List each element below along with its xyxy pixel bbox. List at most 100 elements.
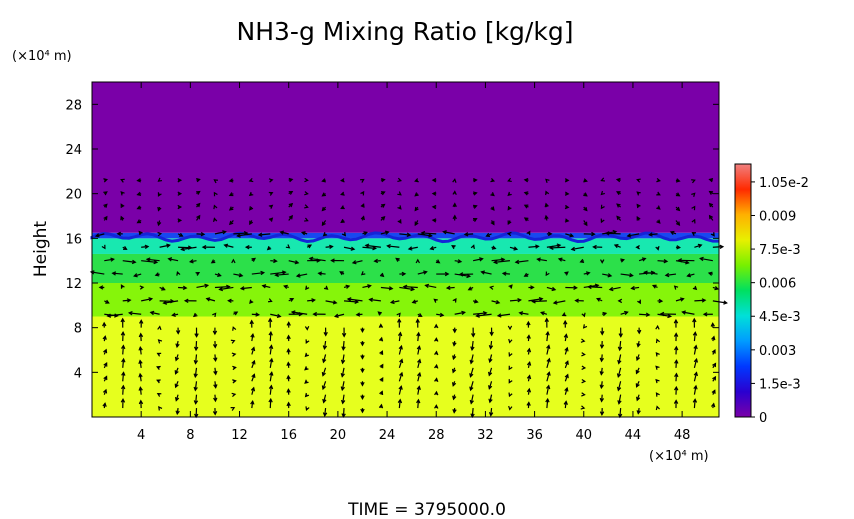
wind-vector-head-593 bbox=[691, 179, 696, 184]
wind-vector-head-589 bbox=[691, 231, 697, 237]
wind-vector-head-45 bbox=[139, 285, 145, 290]
wind-vector-head-500 bbox=[600, 218, 605, 224]
wind-vector-head-568 bbox=[664, 272, 670, 278]
wind-vector-head-164 bbox=[269, 371, 274, 376]
wind-vector-head-218 bbox=[321, 385, 326, 391]
wind-vector-head-71 bbox=[157, 177, 163, 182]
wind-vector-head-73 bbox=[174, 396, 180, 402]
wind-vector-head-17 bbox=[103, 178, 109, 183]
wind-vector-head-334 bbox=[444, 271, 450, 277]
wind-vector-head-207 bbox=[305, 285, 310, 291]
wind-vector-head-272 bbox=[379, 377, 384, 382]
wind-vector-566 bbox=[675, 298, 684, 302]
wind-vector-381 bbox=[488, 367, 493, 376]
wind-vector-head-428 bbox=[523, 217, 529, 222]
wind-vector-head-594 bbox=[710, 402, 716, 408]
wind-vector-head-470 bbox=[581, 378, 587, 384]
wind-vector-362 bbox=[470, 381, 474, 391]
wind-vector-388 bbox=[481, 271, 492, 275]
wind-vector-head-412 bbox=[507, 191, 512, 197]
wind-vector-head-493 bbox=[602, 311, 608, 317]
wind-vector-head-510 bbox=[618, 333, 623, 338]
wind-vector-head-253 bbox=[360, 395, 365, 400]
wind-vector-head-506 bbox=[616, 386, 622, 392]
wind-vector-head-93 bbox=[193, 373, 198, 379]
wind-vector-93 bbox=[194, 367, 198, 377]
wind-vector-head-610 bbox=[708, 190, 714, 195]
wind-vector-head-119 bbox=[210, 259, 216, 264]
wind-vector-head-81 bbox=[182, 285, 188, 291]
wind-vector-head-355 bbox=[442, 230, 447, 235]
wind-vector-19 bbox=[122, 385, 124, 395]
wind-vector-head-408 bbox=[513, 246, 519, 251]
wind-vector-head-299 bbox=[395, 257, 400, 262]
wind-vector-head-341 bbox=[431, 178, 437, 183]
wind-vector-163 bbox=[269, 385, 272, 395]
wind-vector-head-113 bbox=[212, 344, 218, 349]
wind-vector-head-86 bbox=[177, 218, 183, 223]
wind-vector-head-220 bbox=[322, 358, 327, 364]
wind-vector-head-604 bbox=[707, 271, 713, 276]
wind-vector-333 bbox=[425, 284, 437, 289]
x-tick-label-8: 36 bbox=[526, 428, 543, 443]
wind-vector-head-572 bbox=[675, 221, 681, 226]
wind-vector-head-472 bbox=[581, 352, 586, 357]
wind-vector-head-557 bbox=[656, 178, 661, 183]
wind-vector-80 bbox=[163, 300, 179, 304]
wind-vector-509 bbox=[619, 341, 622, 351]
wind-vector-head-252 bbox=[360, 408, 365, 414]
wind-vector-head-514 bbox=[629, 273, 634, 278]
wind-vector-head-587 bbox=[677, 258, 683, 263]
wind-vector-602 bbox=[712, 300, 727, 304]
wind-vector-165 bbox=[269, 358, 273, 368]
wind-vector-458 bbox=[553, 300, 566, 304]
wind-vector-head-143 bbox=[228, 178, 234, 183]
wind-vector-head-257 bbox=[360, 341, 365, 347]
wind-vector-291 bbox=[398, 359, 403, 369]
wind-vector-13 bbox=[95, 233, 105, 237]
wind-vector-head-36 bbox=[138, 399, 144, 405]
wind-vector-235 bbox=[342, 394, 345, 404]
wind-vector-head-347 bbox=[452, 342, 457, 347]
wind-vector-193 bbox=[280, 231, 289, 235]
wind-vector-head-547 bbox=[667, 313, 672, 319]
wind-vector-head-480 bbox=[570, 246, 576, 252]
wind-vector-288 bbox=[398, 399, 401, 409]
wind-vector-head-452 bbox=[564, 373, 569, 379]
y-tick-label-2: 12 bbox=[65, 277, 82, 292]
wind-vector-head-4 bbox=[103, 348, 108, 354]
wind-vector-head-427 bbox=[526, 230, 531, 236]
wind-vector-569 bbox=[675, 260, 689, 264]
wind-vector-head-180 bbox=[286, 401, 291, 407]
wind-vector-head-91 bbox=[193, 400, 199, 405]
wind-vector-581 bbox=[693, 332, 696, 342]
wind-vector-head-170 bbox=[267, 298, 273, 303]
wind-vector-head-141 bbox=[228, 206, 234, 211]
wind-vector-head-175 bbox=[257, 232, 263, 237]
wind-vector-135 bbox=[219, 286, 234, 291]
wind-vector-head-269 bbox=[360, 178, 365, 183]
wind-vector-head-169 bbox=[276, 313, 282, 319]
wind-vector-head-183 bbox=[286, 361, 291, 367]
wind-vector-head-485 bbox=[583, 178, 588, 183]
wind-vector-head-398 bbox=[508, 379, 513, 384]
wind-vector-head-198 bbox=[305, 406, 310, 412]
wind-vector-head-60 bbox=[157, 325, 162, 331]
wind-vector-10 bbox=[90, 271, 105, 275]
wind-vector-head-525 bbox=[635, 369, 640, 375]
wind-vector-head-210 bbox=[307, 244, 313, 249]
wind-vector-26 bbox=[122, 299, 131, 302]
wind-vector-head-451 bbox=[564, 386, 569, 392]
wind-vector-head-280 bbox=[379, 272, 385, 278]
wind-vector-283 bbox=[380, 231, 389, 235]
wind-vector-head-32 bbox=[120, 215, 125, 221]
wind-vector-head-95 bbox=[193, 346, 199, 352]
wind-vector-166 bbox=[269, 345, 273, 355]
wind-vector-head-492 bbox=[600, 330, 605, 336]
wind-vector-head-43 bbox=[127, 311, 133, 316]
wind-vector-head-56 bbox=[156, 379, 161, 384]
wind-vector-head-54 bbox=[158, 406, 163, 411]
wind-vector-head-441 bbox=[551, 286, 557, 292]
wind-vector-head-519 bbox=[616, 203, 621, 208]
wind-vector-head-191 bbox=[294, 260, 300, 265]
